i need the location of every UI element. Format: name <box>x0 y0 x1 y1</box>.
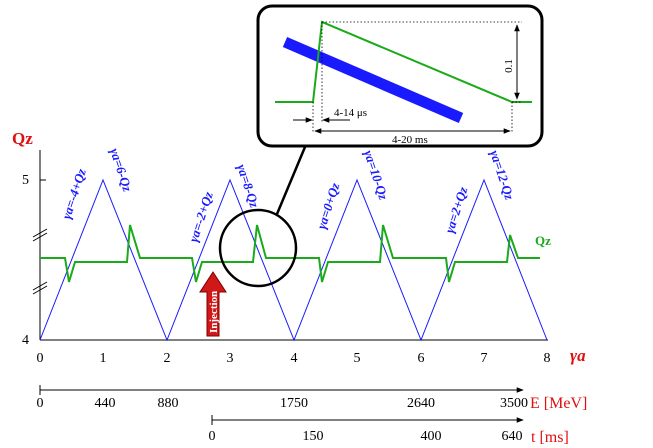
resonance-label-1: γa=-4+Qz <box>59 166 90 221</box>
y-tick-5: 5 <box>22 173 29 188</box>
energy-axis: 0 440 880 1750 2640 3500 E [MeV] <box>37 385 587 412</box>
resonance-lines <box>39 178 548 342</box>
energy-tick-2: 440 <box>95 396 116 411</box>
energy-tick-4: 1750 <box>280 396 308 411</box>
energy-tick-3: 880 <box>158 396 179 411</box>
energy-tick-5: 2640 <box>407 396 435 411</box>
time-tick-1: 0 <box>209 429 216 444</box>
inset-amplitude-label: 0.1 <box>503 59 515 73</box>
zoom-connector <box>275 146 307 215</box>
x-axis-label: γa <box>570 346 586 365</box>
x-tick-5: 5 <box>354 351 361 366</box>
x-tick-0: 0 <box>37 351 44 366</box>
resonance-label-5: γa=0+Qz <box>314 180 343 231</box>
resonance-label-7: γa=2+Qz <box>442 184 471 235</box>
time-tick-3: 400 <box>421 429 442 444</box>
inset-rise-time-label: 4-14 μs <box>334 107 367 119</box>
x-tick-6: 6 <box>418 351 425 366</box>
x-tick-labels: 0 1 2 3 4 5 6 7 8 <box>37 351 551 366</box>
x-tick-7: 7 <box>481 351 488 366</box>
time-tick-4: 640 <box>502 429 523 444</box>
x-tick-8: 8 <box>544 351 551 366</box>
injection-arrow-icon <box>199 271 227 337</box>
inset-frame <box>256 4 544 148</box>
main-plot: 5 4 Qz 0 1 2 3 4 5 6 7 8 γa Qz γa=-4+Qz … <box>12 129 586 366</box>
energy-tick-1: 0 <box>37 396 44 411</box>
x-tick-3: 3 <box>227 351 234 366</box>
tune-curve-label: Qz <box>535 233 551 248</box>
injection-label: Injection <box>208 291 220 333</box>
resonance-label-3: γa=-2+Qz <box>186 189 217 244</box>
y-axis-label: Qz <box>12 129 33 148</box>
y-axis-break-icon <box>32 228 48 295</box>
resonance-label-4: γa=8-Qz <box>234 162 262 210</box>
energy-axis-label: E [MeV] <box>530 395 587 412</box>
inset-panel: 0.1 4-14 μs 4-20 ms <box>256 4 544 148</box>
resonance-label-2: γa=6-Qz <box>107 146 135 194</box>
time-axis: 0 150 400 640 t [ms] <box>209 415 569 446</box>
inset-guides <box>312 21 522 133</box>
tune-curve <box>40 224 540 283</box>
resonance-label-6: γa=10-Qz <box>361 148 391 202</box>
time-tick-2: 150 <box>303 429 324 444</box>
inset-resonance-bar <box>282 36 464 124</box>
time-axis-label: t [ms] <box>531 429 569 446</box>
zoom-circle <box>218 208 298 288</box>
x-tick-1: 1 <box>100 351 107 366</box>
resonance-label-8: γa=12-Qz <box>487 148 517 202</box>
x-tick-4: 4 <box>291 351 298 366</box>
y-tick-4: 4 <box>22 333 29 348</box>
x-tick-2: 2 <box>164 351 171 366</box>
inset-fall-time-label: 4-20 ms <box>392 134 428 146</box>
energy-tick-6: 3500 <box>500 396 528 411</box>
